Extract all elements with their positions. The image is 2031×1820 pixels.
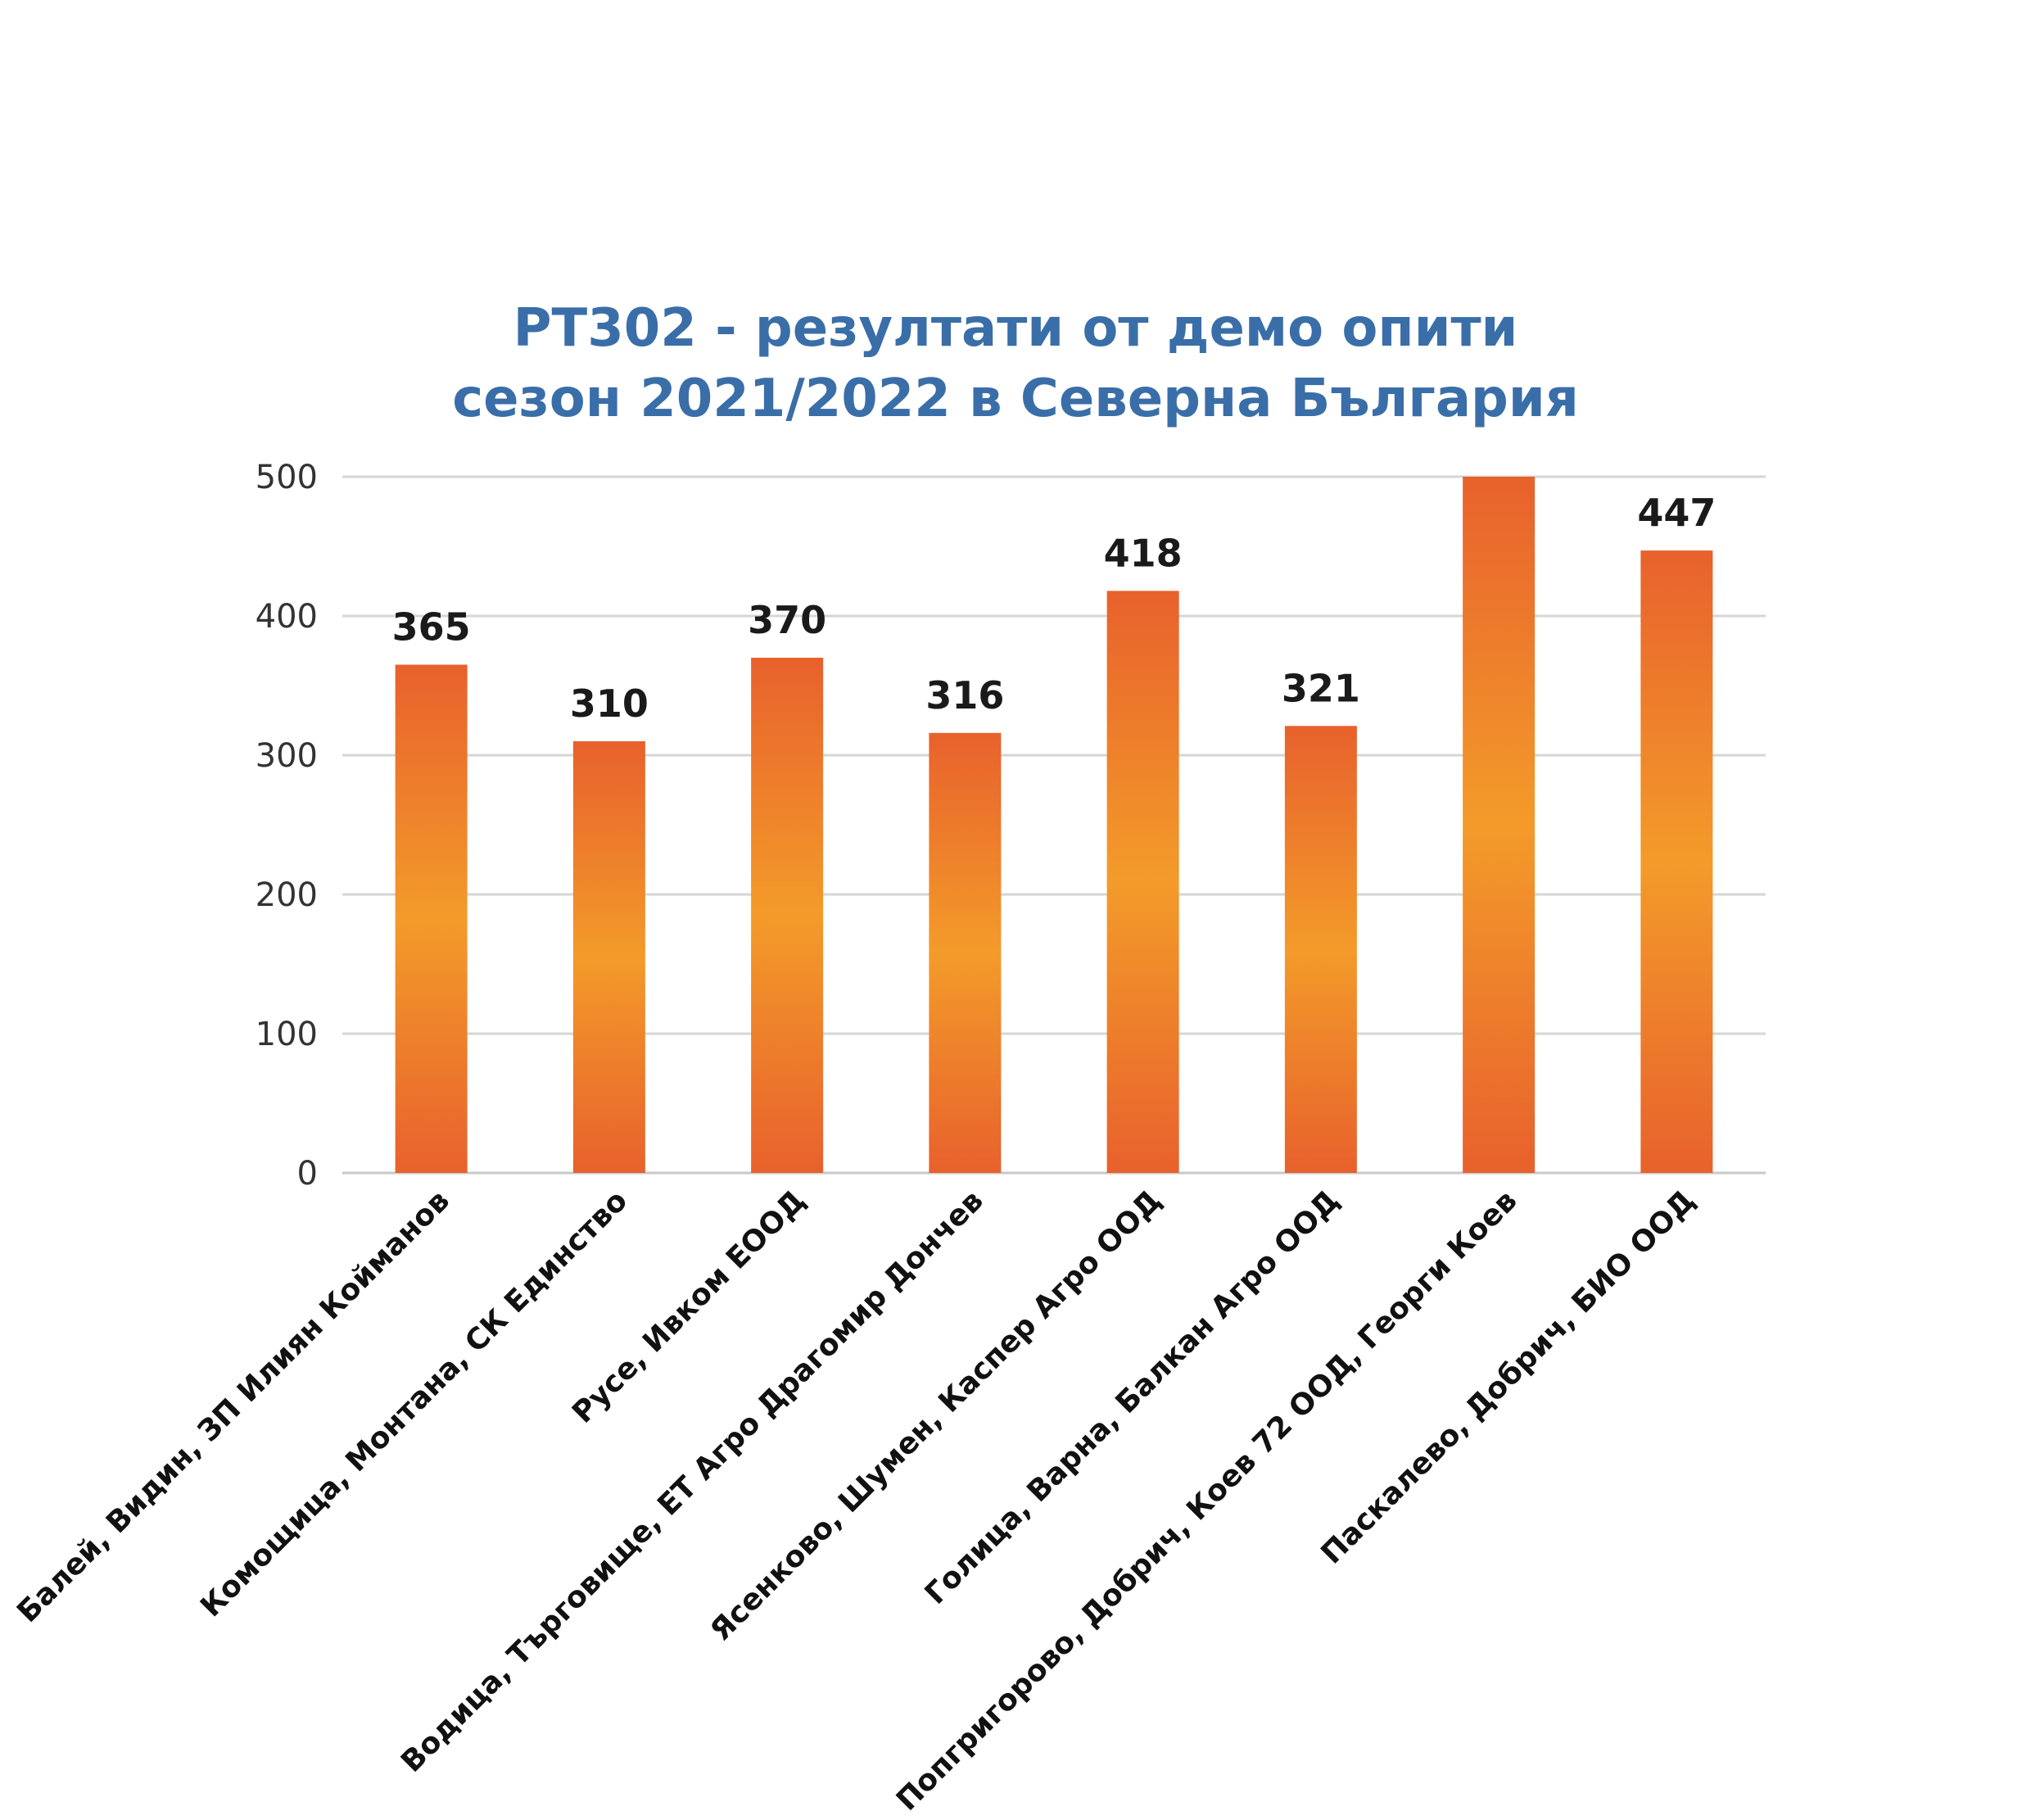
bar (1284, 726, 1357, 1173)
data-label: 321 (1282, 666, 1360, 710)
data-labels: 365 310 370 316 418 321 447 (392, 491, 1717, 726)
data-label: 418 (1104, 531, 1183, 575)
category-label: Голица, Варна, Балкан Агро ООД (919, 1184, 1346, 1611)
y-tick-label: 400 (256, 598, 318, 636)
category-label: Паскалево, Добрич, БИО ООД (1315, 1184, 1702, 1570)
y-tick-label: 100 (256, 1016, 318, 1053)
category-label: Водица, Търговище, ЕТ Агро Драгомир Донч… (395, 1184, 990, 1779)
chart-title-line-1: PT302 - резултати от демо опити (513, 298, 1518, 359)
bar (751, 658, 824, 1173)
bar (929, 732, 1002, 1173)
x-axis-category-labels: Балей, Видин, ЗП Илиян КоймановКомощица,… (11, 1184, 1701, 1818)
bar (1640, 550, 1713, 1173)
gridlines (342, 475, 1766, 1175)
y-tick-label: 500 (256, 459, 318, 496)
data-label: 365 (392, 605, 471, 650)
category-label: Попгригорово, Добрич, Коев 72 ООД, Георг… (890, 1184, 1524, 1818)
y-tick-label: 300 (256, 737, 318, 775)
data-label: 447 (1637, 491, 1716, 535)
data-label: 370 (748, 598, 826, 642)
y-axis-tick-labels: 0 100 200 300 400 500 (256, 459, 318, 1193)
bars (395, 477, 1713, 1173)
chart-title: PT302 - резултати от демо опити сезон 20… (452, 298, 1579, 429)
bar (395, 664, 468, 1173)
chart-title-line-2: сезон 2021/2022 в Северна България (452, 369, 1579, 429)
data-label: 316 (925, 673, 1004, 718)
bar (572, 741, 645, 1173)
y-tick-label: 0 (297, 1155, 318, 1193)
bar (1463, 477, 1536, 1173)
y-tick-label: 200 (256, 876, 318, 914)
data-label: 310 (570, 681, 649, 726)
bar (1106, 591, 1179, 1173)
